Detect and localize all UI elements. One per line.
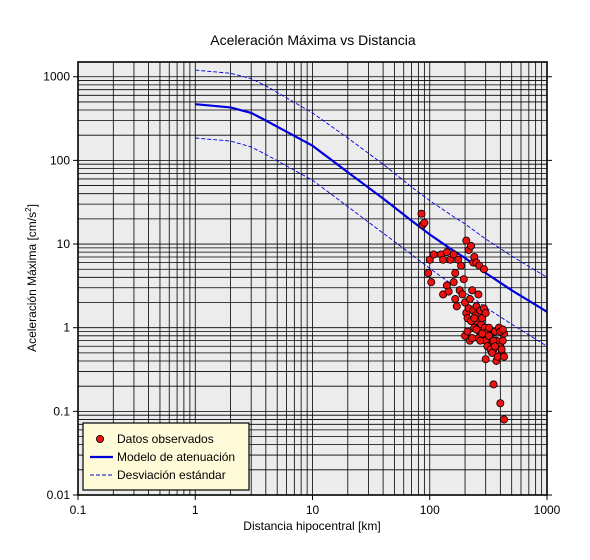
grid <box>77 62 547 496</box>
y-tick-label: 0.1 <box>53 404 70 418</box>
x-axis: 0.1 1 10 100 1000 <box>70 495 561 517</box>
y-tick-label: 0.01 <box>47 488 71 502</box>
y-axis: 0.01 0.1 1 10 100 1000 <box>43 70 552 502</box>
data-point <box>463 327 472 336</box>
data-point <box>424 269 433 278</box>
data-point <box>474 290 483 299</box>
data-point <box>420 218 429 227</box>
data-point <box>451 269 460 278</box>
chart-title: Aceleración Máxima vs Distancia <box>210 32 416 48</box>
data-point <box>451 295 460 304</box>
series-datos-observados <box>417 209 509 424</box>
y-axis-label-end: ] <box>25 204 39 207</box>
data-point <box>458 290 467 299</box>
data-point <box>442 248 451 257</box>
data-point <box>478 329 487 338</box>
x-axis-label: Distancia hipocentral [km] <box>243 519 380 533</box>
data-point <box>489 380 498 389</box>
data-point <box>425 255 434 264</box>
legend-label: Modelo de atenuación <box>117 450 235 464</box>
data-point <box>479 265 488 274</box>
data-point <box>449 278 458 287</box>
data-point <box>444 287 453 296</box>
data-point <box>459 275 468 284</box>
data-point <box>449 250 458 259</box>
data-point <box>467 241 476 250</box>
data-point <box>427 278 436 287</box>
data-point <box>472 325 481 334</box>
y-tick-label: 1000 <box>43 70 70 84</box>
x-tick-label: 1000 <box>534 503 561 517</box>
x-tick-label: 100 <box>420 503 440 517</box>
data-point <box>468 334 477 343</box>
data-point <box>465 295 474 304</box>
y-tick-label: 1 <box>63 321 70 335</box>
x-tick-label: 1 <box>192 503 199 517</box>
y-axis-label-superscript: 2 <box>24 207 33 212</box>
data-point <box>468 286 477 295</box>
data-point <box>500 415 509 424</box>
data-point <box>484 331 493 340</box>
data-point <box>481 308 490 317</box>
data-point <box>496 399 505 408</box>
y-tick-label: 100 <box>50 153 70 167</box>
data-point <box>498 336 507 345</box>
series-modelo-atenuacion-line <box>195 103 548 313</box>
data-point <box>490 342 499 351</box>
series-desviacion-estandar-line <box>195 137 548 347</box>
data-point <box>470 314 479 323</box>
y-tick-label: 10 <box>57 237 71 251</box>
data-point <box>476 336 485 345</box>
data-point <box>452 302 461 311</box>
data-point <box>462 236 471 245</box>
data-point <box>488 348 497 357</box>
data-point <box>500 352 509 361</box>
y-axis-label: Aceleración Máxima [cm/s2] <box>24 204 39 352</box>
legend-label: Datos observados <box>117 432 214 446</box>
data-point <box>484 323 493 332</box>
data-point <box>497 345 506 354</box>
data-point <box>498 325 507 334</box>
data-point <box>439 255 448 264</box>
legend: Datos observados Modelo de atenuación Desv… <box>82 422 250 491</box>
y-axis-label-main: Aceleración Máxima [cm/s <box>25 212 39 352</box>
x-tick-label: 0.1 <box>70 503 87 517</box>
x-tick-label: 10 <box>306 503 320 517</box>
legend-label: Desviación estándar <box>117 468 226 482</box>
data-point <box>417 209 426 218</box>
legend-marker-icon <box>96 434 105 443</box>
data-point <box>481 355 490 364</box>
data-point <box>457 261 466 270</box>
data-point <box>429 250 438 259</box>
series-desviacion-estandar-line <box>195 69 548 278</box>
